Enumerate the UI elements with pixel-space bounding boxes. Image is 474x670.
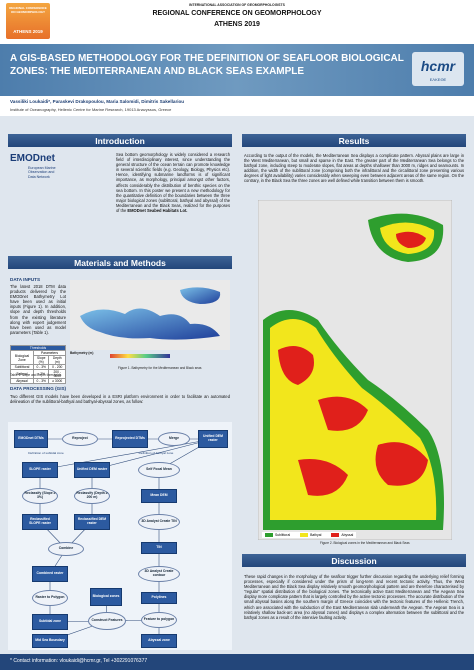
legend-label: Sublittoral xyxy=(275,533,291,537)
flow-node: 3D Analyst Create contour xyxy=(138,566,180,582)
logo-text: REGIONAL CONFERENCE ON GEOMORPHOLOGY xyxy=(9,6,47,14)
flow-node: SLOPE raster xyxy=(22,462,58,478)
flow-node: Raster to Polygon xyxy=(32,590,68,606)
flow-arrow xyxy=(91,438,214,471)
map-sea xyxy=(180,287,221,304)
legend-swatch xyxy=(331,533,340,537)
flow-node: Mid Sea Boundary xyxy=(32,634,68,648)
authors-band xyxy=(0,96,474,116)
flow-node: EMODnet DTMs xyxy=(14,430,48,448)
flowchart: EMODnet DTMs Reproject Reprojected DTMs Mer… xyxy=(8,422,232,650)
header xyxy=(0,0,474,44)
contact: * Contact information: vloukaidi@hcmr.gr… xyxy=(10,658,148,664)
legend-item: Bathyal xyxy=(300,533,321,537)
flow-node: Reclassified DEM raster xyxy=(74,514,110,530)
section-heading: Discussion xyxy=(242,554,466,567)
map-zone xyxy=(278,346,428,496)
flow-node: Unified DEM raster xyxy=(74,462,110,478)
flow-node: Combined raster xyxy=(32,566,68,582)
legend-label: Bathyal xyxy=(310,533,322,537)
map-legend: Bathymetry (m) xyxy=(70,351,94,355)
table-subheader: Depth (m) xyxy=(48,355,66,365)
inputs-text: The latest 2018 DTM data products delive… xyxy=(10,284,66,335)
association: INTERNATIONAL ASSOCIATION OF GEOMORPHOLO… xyxy=(189,3,285,7)
flow-node: Construct Features xyxy=(88,612,126,630)
section-heading: Results xyxy=(242,134,466,147)
figure-caption: Figure 2. Biological zones in the Medite… xyxy=(320,541,410,545)
emodnet-sub: European Marine Observation and Data Net… xyxy=(28,166,56,179)
flow-node: Biological zones xyxy=(90,588,122,606)
legend-item: Abyssal xyxy=(331,533,353,537)
flow-node: Reprojected DTMs xyxy=(112,430,148,448)
legend-label: Abyssal xyxy=(341,533,354,537)
flow-node: Definition of bathyal zone xyxy=(138,451,174,456)
legend-swatch xyxy=(300,533,309,537)
map-colorbar xyxy=(110,354,170,358)
table-cell: 0 - 3% xyxy=(32,378,50,384)
legend: Sublittoral Bathyal Abyssal xyxy=(262,532,357,538)
intro-bold: EMODnet Seabed Habitats Lot. xyxy=(127,208,188,214)
map-zone xyxy=(396,231,426,248)
table-caption: Table 1. Slope and Depth thresholds xyxy=(10,373,62,377)
results-text: According to the output of the models, t… xyxy=(244,153,464,184)
flow-node: Definition of subtidal zone xyxy=(28,451,64,456)
conference-logo: REGIONAL CONFERENCE ON GEOMORPHOLOGY ATH… xyxy=(6,3,50,39)
hcmr-sub: ΕΛΚΕΘΕ xyxy=(429,77,447,82)
figure1-map xyxy=(70,280,230,358)
flow-node: Reclassified SLOPE raster xyxy=(22,514,58,530)
flow-node: Polylines xyxy=(141,592,177,604)
conference: REGIONAL CONFERENCE ON GEOMORPHOLOGY xyxy=(152,10,322,17)
flow-node: Merge xyxy=(158,432,190,446)
flow-node: Self Focal Mean xyxy=(138,462,180,478)
section-heading: Introduction xyxy=(8,134,232,147)
table-row: Abyssal 0 - 3% ≥ 3000 xyxy=(10,378,66,384)
legend-item: Sublittoral xyxy=(265,533,290,537)
discussion-text: These rapid changes in the morphology of… xyxy=(244,574,464,620)
flow-node: Reclassify (Depth ≥ 200 m) xyxy=(74,488,110,504)
subsection-title: DATA PROCESSING (GIS) xyxy=(10,386,67,391)
hcmr-logo: hcmr ΕΛΚΕΘΕ xyxy=(412,52,464,86)
emodnet-logo: EMODnet xyxy=(10,153,55,164)
intro-text: Sea bottom geomorphology is widely consi… xyxy=(116,152,230,213)
table-body: Sublittoral 0 - 3% 0 - 200 Bathyal ≥ 3% 200 -… xyxy=(10,364,66,384)
figure-caption: Figure 1. Bathymetry for the Mediterrane… xyxy=(118,366,202,370)
table-header: Biological Zone xyxy=(10,350,34,365)
authors: Vassiliki Loukaidi*, Paraskevi Drakopoul… xyxy=(10,99,185,104)
table-subheader: Slope (%) xyxy=(32,355,50,365)
subsection-title: DATA INPUTS xyxy=(10,277,41,282)
table-cell: Abyssal xyxy=(10,378,34,384)
thresholds-table: Thresholds Biological Zone Parameters Slo… xyxy=(10,345,67,384)
affiliation: Institute of Oceanography, Hellenic Cent… xyxy=(10,107,172,112)
flow-node: Feature to polygon xyxy=(141,612,177,628)
flow-node: TIN xyxy=(141,542,177,554)
logo-place: ATHENS 2019 xyxy=(13,29,43,34)
flow-node: Combine xyxy=(48,542,84,556)
flow-node: 3D Analyst Create TIN xyxy=(138,514,180,530)
flow-node: Abyssal zone xyxy=(141,634,177,648)
flow-node: Mean DEM xyxy=(141,489,177,503)
hcmr-text: hcmr xyxy=(420,58,456,74)
flow-node: Subtidal zone xyxy=(32,614,68,630)
title-band xyxy=(0,44,474,96)
flow-node: Reclassify (Slope ≥ 3%) xyxy=(22,488,58,504)
table-row: Sublittoral 0 - 3% 0 - 200 xyxy=(10,364,66,370)
title: A GIS-BASED METHODOLOGY FOR THE DEFINITI… xyxy=(10,53,404,77)
table-cell: ≥ 3000 xyxy=(48,378,66,384)
flow-node: Reproject xyxy=(62,432,98,446)
place: ATHENS 2019 xyxy=(214,21,260,28)
intro-body: Sea bottom geomorphology is widely consi… xyxy=(116,152,230,214)
figure2-map xyxy=(258,200,452,540)
map-sea xyxy=(80,308,220,340)
section-heading: Materials and Methods xyxy=(8,256,232,269)
flow-node: Unified DEM raster xyxy=(198,430,228,448)
processing-text: Two different GIS models have been devel… xyxy=(10,394,230,405)
legend-swatch xyxy=(265,533,273,537)
footer: * Contact information: vloukaidi@hcmr.gr… xyxy=(0,654,474,670)
